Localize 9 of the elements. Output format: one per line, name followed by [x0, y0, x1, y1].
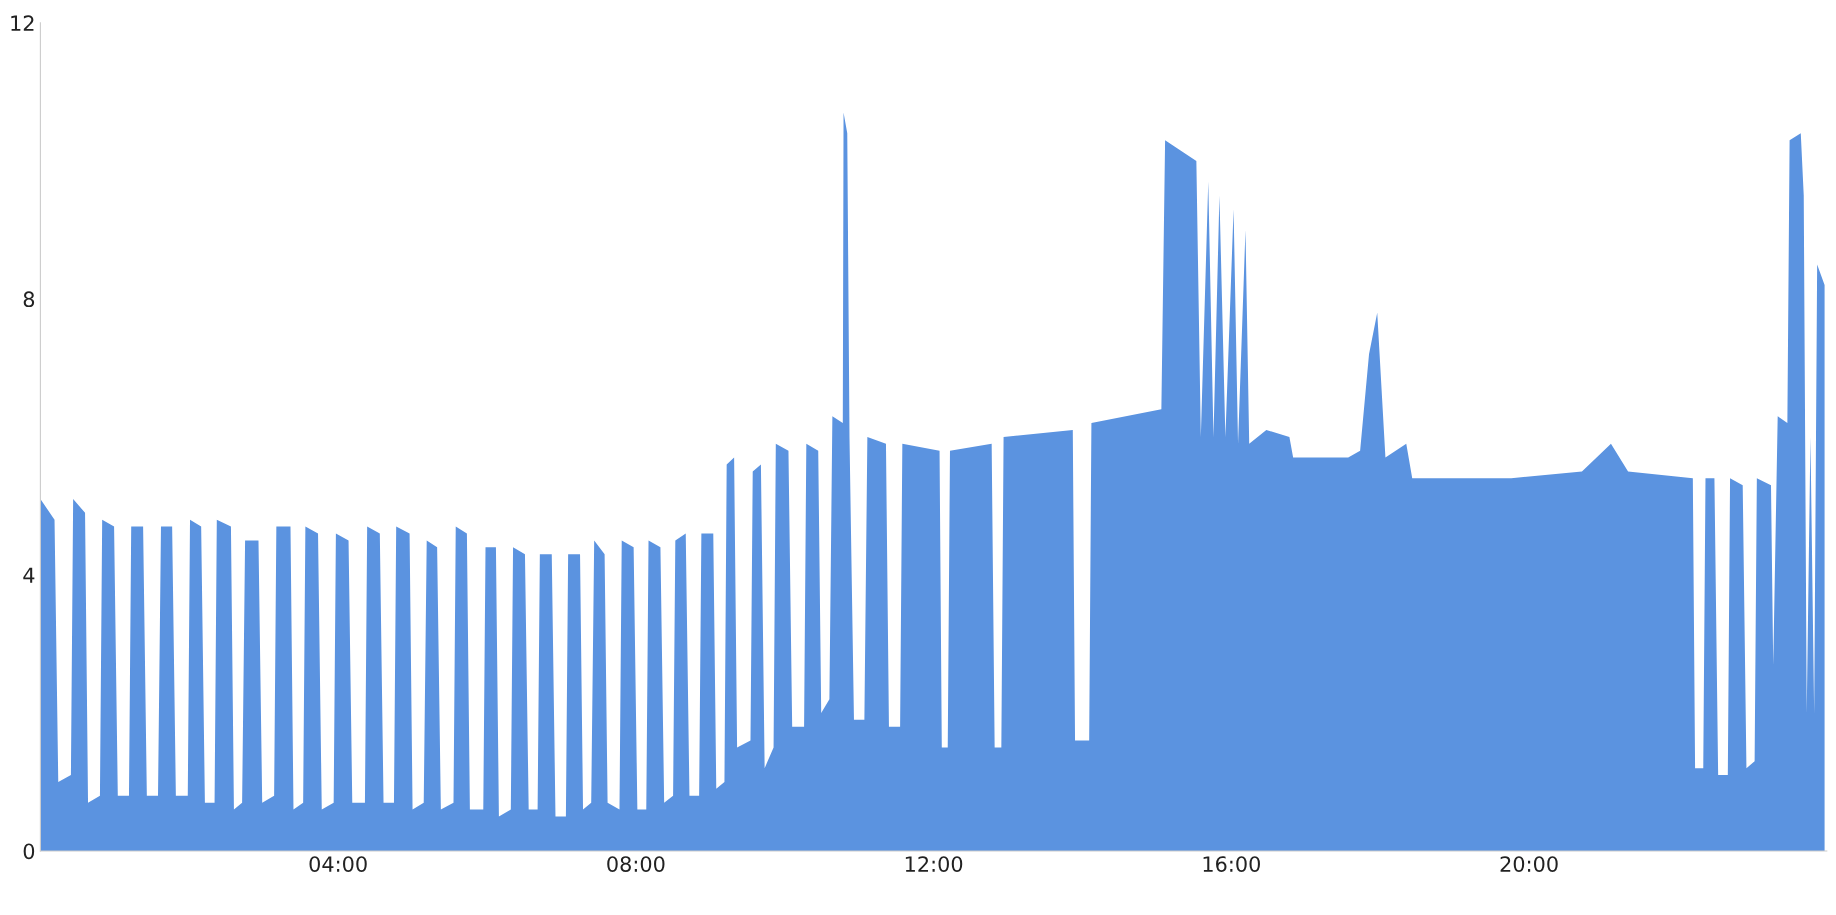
y-tick-label: 4 [23, 567, 35, 583]
x-tick-label: 12:00 [905, 856, 963, 872]
x-tick-label: 16:00 [1203, 856, 1260, 872]
x-tick-label: 04:00 [309, 856, 367, 872]
x-tick-label: 20:00 [1500, 856, 1558, 872]
x-tick-label: 08:00 [607, 856, 665, 872]
y-tick-label: 8 [23, 291, 35, 308]
y-tick-label: 0 [23, 843, 35, 860]
y-tick-label: 12 [11, 15, 34, 31]
